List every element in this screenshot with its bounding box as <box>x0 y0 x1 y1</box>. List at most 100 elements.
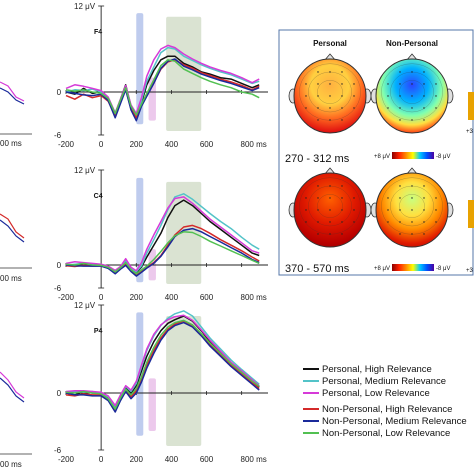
y-tick-label-0: 0 <box>57 389 62 398</box>
electrode-dot <box>387 209 389 211</box>
electrode-dot <box>399 221 401 223</box>
legend-label: Personal, Medium Relevance <box>322 376 446 387</box>
colorbar-label-pos: +8 μV <box>374 154 390 160</box>
electrode-label: F4 <box>94 29 102 36</box>
legend-label: Non-Personal, High Relevance <box>322 404 452 415</box>
electrode-dot <box>317 197 319 199</box>
contour-line <box>399 80 425 104</box>
electrode-dot <box>399 83 401 85</box>
topomaps: 270 - 312 ms +8 μV -8 μV 370 - 570 ms +8 μV -… <box>285 53 454 275</box>
electrode-dot <box>399 209 401 211</box>
left-panel-3-trace <box>0 371 25 399</box>
electrode-dot <box>411 185 413 187</box>
left-panel-1-trace-2 <box>0 87 25 105</box>
series-line <box>65 193 260 273</box>
electrode-dot <box>423 95 425 97</box>
contour-line <box>317 194 343 218</box>
electrode-dot <box>435 209 437 211</box>
contour-line <box>317 80 343 104</box>
series-line <box>65 321 260 413</box>
topomap-head-2 <box>370 53 454 134</box>
electrode-dot <box>305 221 307 223</box>
electrode-dot <box>341 197 343 199</box>
electrode-dot <box>423 107 425 109</box>
highlight-window <box>148 378 156 431</box>
colorbar <box>392 264 434 271</box>
electrode-dot <box>435 197 437 199</box>
y-tick-label-12: 12 μV <box>74 301 96 310</box>
electrode-label: C4 <box>94 193 103 200</box>
x-tick-label: -200 <box>58 293 75 302</box>
electrode-dot <box>305 95 307 97</box>
left-panel-3-trace-2 <box>0 377 25 403</box>
electrode-dot <box>341 83 343 85</box>
electrode-dot <box>423 197 425 199</box>
electrode-dot <box>411 107 413 109</box>
electrode-dot <box>317 83 319 85</box>
electrode-dot <box>387 107 389 109</box>
left-panel-1-trace <box>0 81 25 102</box>
y-tick-label-neg6: -6 <box>54 446 62 455</box>
electrode-dot <box>435 221 437 223</box>
electrode-dot <box>399 95 401 97</box>
electrode-dot <box>341 107 343 109</box>
electrode-dot <box>387 83 389 85</box>
x-tick-label: 0 <box>99 293 104 302</box>
right-cropped-map-2 <box>468 200 474 228</box>
right-cropped-label-1: +3 <box>466 129 474 135</box>
left-panel-2-trace <box>0 213 25 239</box>
electrode-dot <box>341 95 343 97</box>
electrode-dot <box>329 185 331 187</box>
x-tick-label: -200 <box>58 140 75 149</box>
right-cropped: +3 +3 <box>466 92 474 274</box>
x-tick-label: 800 ms <box>241 293 267 302</box>
x-tick-label: -200 <box>58 455 75 464</box>
series-line <box>65 231 260 275</box>
legend-label: Non-Personal, Medium Relevance <box>322 416 467 427</box>
electrode-dot <box>353 197 355 199</box>
legend-label: Personal, Low Relevance <box>322 388 430 399</box>
left-panel-2-trace-2 <box>0 219 25 243</box>
series-line <box>65 199 260 274</box>
electrode-label: P4 <box>94 328 103 335</box>
electrode-dot <box>341 221 343 223</box>
x-tick-label: 0 <box>99 140 104 149</box>
electrode-dot <box>305 107 307 109</box>
electrode-dot <box>411 71 413 73</box>
colorbar-label-neg: -8 μV <box>436 154 450 160</box>
series-line <box>65 46 260 117</box>
electrode-dot <box>353 107 355 109</box>
x-tick-label: 600 <box>200 455 214 464</box>
electrode-dot <box>399 185 401 187</box>
left-panel-2-tick: 00 ms <box>0 274 22 283</box>
electrode-dot <box>435 95 437 97</box>
electrode-dot <box>317 209 319 211</box>
electrode-dot <box>399 119 401 121</box>
electrode-dot <box>411 83 413 85</box>
electrode-dot <box>411 197 413 199</box>
electrode-dot <box>387 221 389 223</box>
electrode-dot <box>353 95 355 97</box>
colorbar <box>392 152 434 159</box>
electrode-dot <box>329 95 331 97</box>
left-panel-3-tick: 00 ms <box>0 460 22 469</box>
electrode-dot <box>341 71 343 73</box>
series-line <box>65 59 260 116</box>
legend-label: Non-Personal, Low Relevance <box>322 428 450 439</box>
right-cropped-map-1 <box>468 92 474 120</box>
x-tick-label: 400 <box>165 455 179 464</box>
x-tick-label: 600 <box>200 293 214 302</box>
electrode-dot <box>341 209 343 211</box>
topomap-head-1 <box>288 53 372 134</box>
erp-panel-f4: 12 μV 0 -6-200 0 200 400 600 800 ms F4 <box>54 2 268 149</box>
electrode-dot <box>317 185 319 187</box>
series-line <box>65 55 260 118</box>
electrode-dot <box>435 107 437 109</box>
legend-label: Personal, High Relevance <box>322 364 432 375</box>
electrode-dot <box>399 107 401 109</box>
x-tick-label: 200 <box>130 455 144 464</box>
y-tick-label-neg6: -6 <box>54 284 62 293</box>
colorbar-label-pos: +8 μV <box>374 266 390 272</box>
